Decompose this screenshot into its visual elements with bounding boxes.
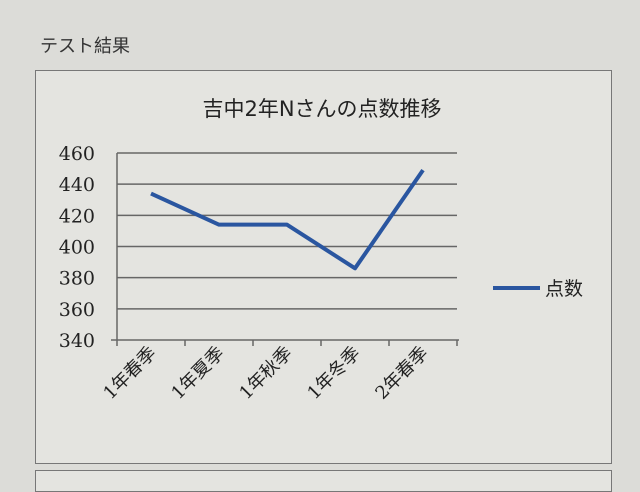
- x-tick-label: 1年冬季: [303, 343, 364, 404]
- legend-label: 点数: [545, 278, 583, 300]
- x-tick-label: 1年夏季: [167, 343, 228, 404]
- line-chart: 吉中2年Nさんの点数推移 340 360 380 400 420 440 460 1年春季 1年夏…: [59, 97, 583, 404]
- y-tick-label: 380: [59, 268, 95, 290]
- chart-frame: [35, 70, 612, 464]
- x-tick-label: 1年秋季: [235, 343, 296, 404]
- y-tick-label: 460: [59, 143, 95, 165]
- x-tick-label: 1年春季: [99, 343, 160, 404]
- y-tick-label: 420: [59, 205, 95, 227]
- series-line: [150, 169, 425, 271]
- section-heading: テスト結果: [40, 36, 130, 57]
- x-tick-label: 2年春季: [371, 343, 432, 404]
- y-tick-label: 440: [59, 174, 95, 196]
- y-tick-label: 360: [59, 299, 95, 321]
- chart-title: 吉中2年Nさんの点数推移: [202, 97, 441, 121]
- y-tick-label: 400: [59, 237, 95, 259]
- y-tick-label: 340: [59, 330, 95, 352]
